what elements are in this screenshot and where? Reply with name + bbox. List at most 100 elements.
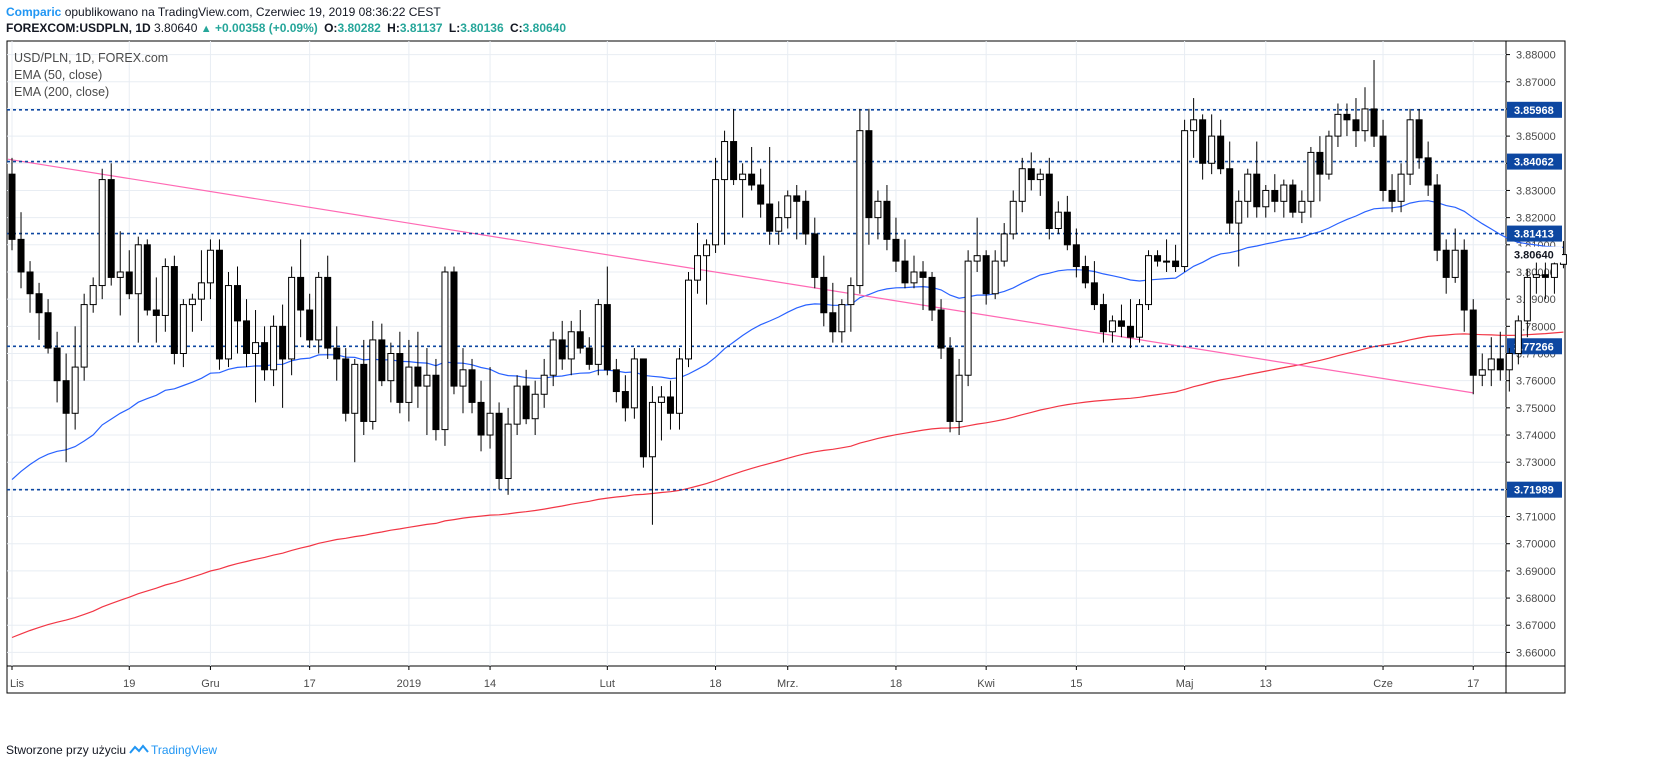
candle-body [513,385,521,425]
candle-body [1496,358,1504,371]
tradingview-link[interactable]: TradingView [129,743,217,757]
tradingview-logo-icon [129,744,149,754]
candle-body [946,347,954,422]
candle-body [369,339,377,422]
candle-body [261,342,269,371]
candle-body [1361,108,1369,132]
candle-body [1379,135,1387,191]
publish-info: Comparic opublikowano na TradingView.com… [6,5,441,19]
candle-body [1352,119,1360,132]
candle-body [53,347,61,382]
candle-body [1163,260,1171,263]
candle-body [1027,168,1035,181]
footer-prefix: Stworzone przy użyciu [6,743,127,757]
candle-body [333,347,341,360]
candle-body [188,298,196,306]
y-tick-label: 3.85000 [1516,131,1556,143]
candle-body [495,412,503,480]
candle-body [423,374,431,387]
candle-body [874,200,882,219]
candle-body [1532,274,1540,278]
candle-body [279,325,287,360]
candle-body [234,285,241,322]
candle-body [666,396,674,414]
y-tick-label: 3.74000 [1516,430,1556,442]
candle-body [71,366,79,414]
candle-body [17,238,25,273]
candle-body [1253,173,1261,208]
candle-body [1280,184,1288,202]
candle-body [1172,260,1180,268]
candle-body [8,173,16,240]
candle-body [919,271,927,278]
candle-body [35,293,43,314]
candle-body [802,200,810,235]
candle-body [892,238,900,262]
candle-body [847,285,855,306]
candle-body [1550,263,1558,278]
candle-body [630,358,638,409]
candle-body [549,339,557,376]
candle-body [730,141,738,181]
candle-body [1009,200,1017,235]
candle-body [1235,200,1243,224]
last-price-label-bg [1507,246,1562,263]
candle-body [125,271,133,295]
publish-date: opublikowano na TradingView.com, Czerwie… [64,5,441,19]
candle-body [838,304,846,333]
candle-body [1451,249,1459,278]
candle-body [432,374,440,431]
price-level-label-bg [1507,225,1562,242]
legend-ema50[interactable]: EMA (50, close) [14,68,103,82]
candle-body [784,195,792,219]
candle-body [1433,184,1441,251]
y-tick-label: 3.87000 [1516,77,1556,89]
candle-body [1307,151,1315,202]
candle-body [1099,304,1107,333]
candle-body [1136,304,1143,338]
candle-body [468,369,476,403]
price-chart[interactable]: 3.66000 3.67000 3.68000 3.69000 3.70000 3.710… [0,0,1653,740]
y-tick-label: 3.79000 [1516,294,1556,306]
author-link[interactable]: Comparic [6,5,62,19]
candle-body [477,401,485,436]
tradingview-brand[interactable]: TradingView [151,743,218,757]
candle-body [856,130,864,287]
candle-body [955,374,963,422]
candle-body [26,271,34,295]
legend-ema200[interactable]: EMA (200, close) [14,85,110,99]
legend-instrument[interactable]: USD/PLN, 1D, FOREX.com [14,51,169,65]
candle-body [685,279,692,360]
candle-body [243,320,251,354]
candle-body [297,276,305,311]
candle-body [1334,113,1342,137]
candle-body [1090,282,1098,306]
candle-body [883,200,891,240]
y-tick-label: 3.88000 [1516,50,1556,62]
candle-body [1054,211,1062,229]
candle-body [820,276,828,314]
candle-body [107,179,115,278]
candle-body [143,244,151,311]
candle-body [811,233,819,278]
candle-body [450,271,458,387]
candle-body [703,244,711,257]
candle-body [98,179,106,287]
candle-body [1208,135,1216,164]
y-tick-label: 3.82000 [1516,213,1556,225]
candle-body [1541,274,1549,278]
candle-body [1117,320,1125,327]
candle-body [387,353,395,382]
candle-body [306,309,314,341]
candle-body [459,369,467,387]
x-tick-label: Gru [201,678,219,690]
candle-body [1523,276,1531,322]
candle-body [1406,119,1414,175]
candle-body [1514,320,1522,354]
candle-body [757,184,765,205]
x-tick-label: 18 [890,678,902,690]
close-label: C: [509,21,523,35]
candle-body [1370,108,1378,137]
candle-body [1316,151,1324,175]
candle-body [829,312,837,333]
